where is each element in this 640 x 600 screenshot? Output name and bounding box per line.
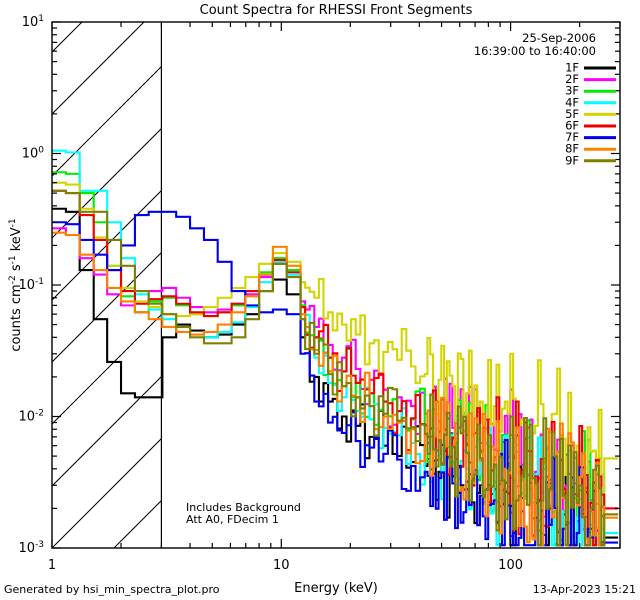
- legend-label-3f: 3F: [565, 84, 579, 98]
- annotation-includes-background: Includes Background: [186, 501, 301, 514]
- legend-label-7f: 7F: [565, 130, 579, 144]
- observation-date: 25-Sep-2006: [522, 31, 596, 45]
- spectra-curves: [52, 149, 619, 547]
- excluded-energy-band: [52, 22, 162, 548]
- x-tick-label: 10: [273, 558, 290, 573]
- footer-generator: Generated by hsi_min_spectra_plot.pro: [4, 583, 220, 596]
- legend-label-4f: 4F: [565, 95, 579, 109]
- hatch-lines: [52, 22, 162, 548]
- x-axis-label: Energy (keV): [294, 581, 378, 596]
- hatch-line: [52, 251, 162, 363]
- legend-label-9f: 9F: [565, 153, 579, 167]
- y-tick-label: 10-2: [18, 409, 44, 425]
- spectrum-line-9f: [52, 189, 619, 547]
- y-axis: 101 100 10-1 10-2 10-3: [18, 14, 620, 556]
- spectrum-line-5f: [52, 181, 619, 530]
- x-tick-label: 100: [498, 558, 523, 573]
- legend-label-6f: 6F: [565, 119, 579, 133]
- legend-label-5f: 5F: [565, 107, 579, 121]
- x-tick-label: 1: [48, 558, 56, 573]
- y-tick-label: 101: [22, 14, 44, 30]
- hatch-line: [52, 375, 162, 487]
- legend-label-1f: 1F: [565, 61, 579, 75]
- x-axis: 1 10 100: [48, 22, 621, 573]
- hatch-line: [52, 65, 162, 177]
- footer-timestamp: 13-Apr-2023 15:21: [533, 583, 636, 596]
- y-tick-label: 10-1: [18, 277, 44, 293]
- legend-label-8f: 8F: [565, 142, 579, 156]
- hatch-line: [52, 189, 162, 301]
- y-axis-label: counts cm-2 s-1 keV-1: [8, 218, 24, 351]
- observation-time-range: 16:39:00 to 16:40:00: [474, 44, 596, 58]
- legend-label-2f: 2F: [565, 72, 579, 86]
- hatch-line: [52, 437, 162, 548]
- annotation-att-fdecim: Att A0, FDecim 1: [186, 513, 279, 526]
- hatch-line: [52, 22, 145, 115]
- y-tick-label: 10-3: [18, 540, 44, 556]
- page-title: Count Spectra for RHESSI Front Segments: [200, 3, 473, 18]
- y-tick-label: 100: [22, 146, 45, 162]
